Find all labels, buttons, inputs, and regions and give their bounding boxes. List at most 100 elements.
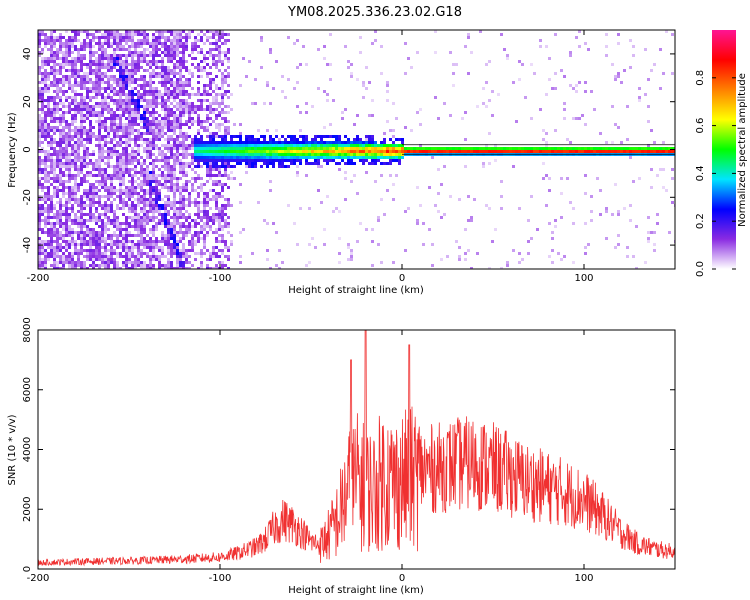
spectrogram-cell (509, 150, 512, 153)
spectrogram-cell (530, 237, 533, 240)
spectrogram-cell (152, 45, 155, 48)
spectrogram-cell (215, 204, 218, 207)
spectrogram-cell (83, 231, 86, 234)
spectrogram-cell (272, 144, 275, 147)
spectrogram-cell (173, 186, 176, 189)
spectrogram-cell (239, 156, 242, 159)
spectrogram-cell (152, 180, 155, 183)
spectrogram-cell (128, 99, 131, 102)
spectrogram-cell (272, 150, 275, 153)
spectrogram-cell (317, 189, 320, 192)
spectrogram-cell (158, 30, 161, 33)
spectrogram-cell (68, 51, 71, 54)
spectrogram-cell (209, 216, 212, 219)
spectrogram-cell (575, 36, 578, 39)
spectrogram-cell (278, 147, 281, 150)
spectrogram-cell (317, 156, 320, 159)
spectrogram-cell (266, 222, 269, 225)
spectrogram-cell (347, 153, 350, 156)
spectrogram-cell (68, 111, 71, 114)
spectrogram-cell (182, 75, 185, 78)
spectrogram-cell (53, 204, 56, 207)
spectrogram-cell (149, 102, 152, 105)
spectrogram-cell (92, 111, 95, 114)
spectrogram-cell (296, 105, 299, 108)
spectrogram-cell (80, 234, 83, 237)
spectrogram-cell (323, 45, 326, 48)
spectrogram-cell (218, 174, 221, 177)
spectrogram-cell (95, 84, 98, 87)
spectrogram-cell (131, 99, 134, 102)
spectrogram-cell (95, 42, 98, 45)
spectrogram-cell (227, 225, 230, 228)
spectrogram-cell (173, 30, 176, 33)
spectrogram-cell (575, 150, 578, 153)
spectrogram-cell (260, 39, 263, 42)
spectrogram-cell (566, 138, 569, 141)
spectrogram-cell (197, 150, 200, 153)
spectrogram-cell (122, 45, 125, 48)
spectrogram-cell (80, 156, 83, 159)
spectrogram-cell (167, 114, 170, 117)
spectrogram-cell (164, 123, 167, 126)
spectrogram-cell (125, 117, 128, 120)
spectrogram-cell (125, 78, 128, 81)
spectrogram-cell (398, 153, 401, 156)
spectrogram-cell (119, 186, 122, 189)
spectrogram-cell (101, 63, 104, 66)
spectrogram-cell (224, 207, 227, 210)
spectrogram-cell (59, 132, 62, 135)
spectrogram-cell (191, 117, 194, 120)
spectrogram-cell (296, 141, 299, 144)
spectrogram-cell (167, 225, 170, 228)
spectrogram-cell (401, 138, 404, 141)
spectrogram-cell (230, 141, 233, 144)
spectrogram-cell (125, 111, 128, 114)
spectrogram-cell (101, 204, 104, 207)
spectrogram-cell (47, 99, 50, 102)
spectrogram-cell (332, 150, 335, 153)
spectrogram-cell (107, 93, 110, 96)
spectrogram-cell (107, 84, 110, 87)
spectrogram-cell (53, 66, 56, 69)
spectrogram-cell (95, 90, 98, 93)
spectrogram-cell (530, 117, 533, 120)
spectrogram-cell (290, 159, 293, 162)
spectrogram-cell (104, 54, 107, 57)
spectrogram-cell (158, 198, 161, 201)
spectrogram-cell (86, 93, 89, 96)
spectrogram-cell (167, 87, 170, 90)
spectrogram-cell (56, 177, 59, 180)
spectrogram-cell (221, 156, 224, 159)
spectrogram-cell (74, 96, 77, 99)
spectrogram-cell (41, 246, 44, 249)
spectrogram-cell (77, 231, 80, 234)
spectrogram-cell (209, 78, 212, 81)
spectrogram-cell (86, 138, 89, 141)
spectrogram-cell (224, 204, 227, 207)
spectrogram-cell (191, 159, 194, 162)
spectrogram-cell (194, 153, 197, 156)
spectrogram-cell (50, 207, 53, 210)
spectrogram-cell (224, 42, 227, 45)
spectrogram-cell (59, 165, 62, 168)
spectrogram-cell (173, 45, 176, 48)
spectrogram-cell (38, 36, 41, 39)
spectrogram-cell (143, 261, 146, 264)
spectrogram-cell (161, 144, 164, 147)
spectrogram-cell (68, 189, 71, 192)
spectrogram-cell (185, 81, 188, 84)
spectrogram-cell (134, 192, 137, 195)
spectrogram-cell (164, 240, 167, 243)
spectrogram-cell (62, 183, 65, 186)
spectrogram-cell (158, 93, 161, 96)
spectrogram-cell (179, 141, 182, 144)
spectrogram-cell (74, 30, 77, 33)
spectrogram-cell (194, 36, 197, 39)
spectrogram-cell (152, 108, 155, 111)
spectrogram-cell (224, 225, 227, 228)
y-tick-label: 0 (22, 146, 33, 152)
spectrogram-cell (185, 174, 188, 177)
spectrogram-cell (185, 108, 188, 111)
spectrogram-cell (275, 135, 278, 138)
